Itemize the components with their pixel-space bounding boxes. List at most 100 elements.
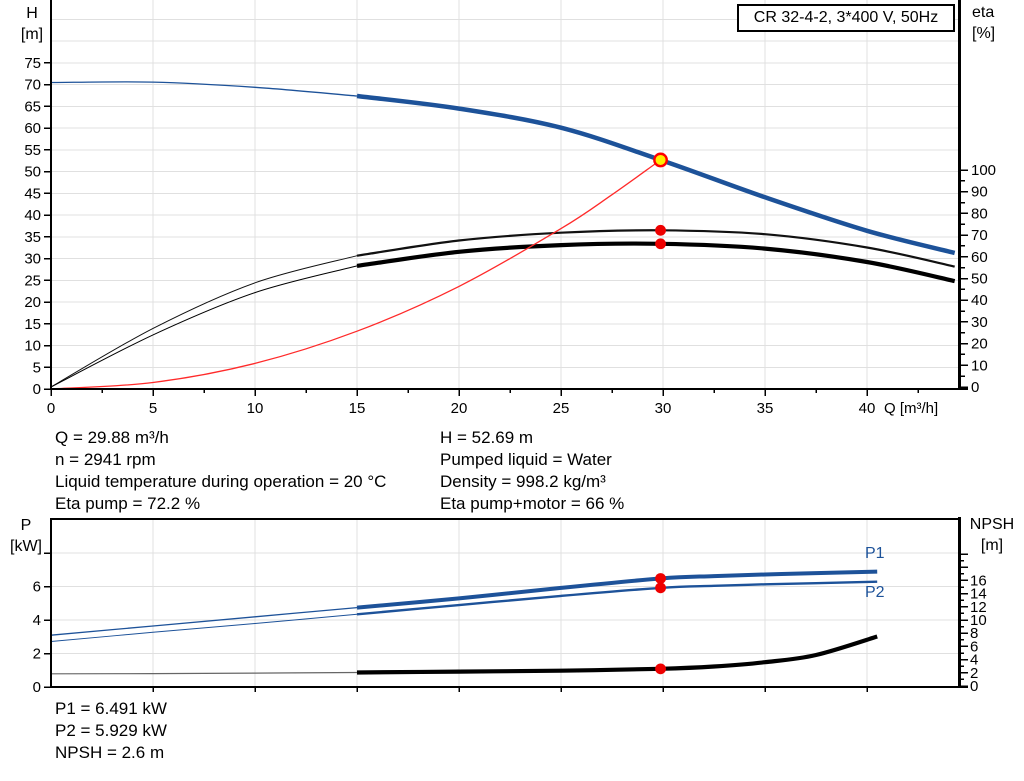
info-eta-pump-motor: Eta pump+motor = 66 % [440, 494, 625, 513]
marker-duty-point [653, 152, 668, 168]
npsh-axis-label: NPSH [m] [962, 514, 1022, 556]
q-axis-tick-label: 35 [757, 400, 774, 417]
p-axis-label: P [kW] [2, 515, 50, 557]
pump-title-box: CR 32-4-2, 3*400 V, 50Hz [737, 4, 955, 32]
eta-axis-tick-label: 0 [971, 379, 979, 396]
p2-curve-label: P2 [865, 584, 885, 601]
marker-eta-pump-motor-point [655, 238, 666, 250]
curve-p1-thin [50, 606, 358, 636]
q-axis-tick-label: 25 [553, 400, 570, 417]
h-axis-tick-label: 0 [33, 381, 41, 398]
eta-axis-tick-label: 10 [971, 357, 988, 374]
curve-eta-pump-thin [50, 255, 358, 388]
npsh-axis-tick-label: 10 [970, 612, 987, 629]
marker-eta-pump-point [655, 224, 666, 236]
npsh-axis-tick-label: 8 [970, 625, 978, 642]
p-axis-tick-label: 6 [33, 579, 41, 596]
eta-axis-tick-label: 100 [971, 162, 996, 179]
eta-axis-tick-label: 30 [971, 314, 988, 331]
npsh-axis-tick-label: 2 [970, 665, 978, 682]
h-axis-tick-label: 50 [24, 164, 41, 181]
q-axis-tick-label: 15 [349, 400, 366, 417]
npsh-axis-label-unit: [m] [980, 537, 1004, 554]
h-axis-tick-label: 5 [33, 359, 41, 376]
eta-axis-label-unit: [%] [972, 25, 996, 42]
npsh-axis-tick-label: 0 [970, 678, 978, 695]
eta-axis-label: eta [%] [972, 2, 1016, 44]
marker-npsh-point [655, 663, 666, 675]
h-axis-tick-label: 40 [24, 207, 41, 224]
eta-axis-tick-label: 70 [971, 227, 988, 244]
h-axis-tick-label: 65 [24, 98, 41, 115]
h-axis-tick-label: 20 [24, 294, 41, 311]
eta-axis-tick-label: 40 [971, 292, 988, 309]
h-axis-tick-label: 70 [24, 77, 41, 94]
q-axis-tick-label: 30 [655, 400, 672, 417]
q-axis-tick-label: 40 [859, 400, 876, 417]
marker-p2-point [655, 582, 666, 594]
curve-p2-thin [50, 613, 358, 642]
h-axis-tick-label: 55 [24, 142, 41, 159]
h-axis-tick-label: 60 [24, 120, 41, 137]
q-axis-tick-label: 20 [451, 400, 468, 417]
p-axis-tick-label: 0 [33, 679, 41, 696]
curve-eta-pump-motor-thin [50, 265, 358, 388]
h-axis-label-symbol: H [26, 5, 38, 22]
h-axis-tick-label: 75 [24, 55, 41, 72]
info-q: Q = 29.88 m³/h [55, 428, 169, 447]
curve-p1 [356, 569, 878, 610]
eta-axis-label-symbol: eta [972, 4, 995, 21]
p1-curve-label: P1 [865, 545, 885, 562]
power-info: P1 = 6.491 kW P2 = 5.929 kW NPSH = 2.6 m [55, 698, 167, 764]
info-pumped-liquid: Pumped liquid = Water [440, 450, 612, 469]
h-axis-label-unit: [m] [20, 26, 44, 43]
curve-npsh-thin [50, 671, 358, 675]
q-axis-tick-label: 0 [47, 400, 55, 417]
curve-system-curve [50, 159, 661, 390]
curve-eta-pump-motor [356, 241, 956, 284]
h-axis-tick-label: 15 [24, 316, 41, 333]
q-axis-tick-label: 5 [149, 400, 157, 417]
npsh-axis-tick-label: 4 [970, 652, 978, 669]
h-axis-tick-label: 45 [24, 185, 41, 202]
npsh-axis-tick-label: 12 [970, 599, 987, 616]
top-chart: 0510152025303540455055606570750102030405… [24, 0, 996, 417]
eta-axis-tick-label: 90 [971, 184, 988, 201]
p-axis-tick-label: 4 [33, 612, 41, 629]
info-n: n = 2941 rpm [55, 450, 156, 469]
info-density: Density = 998.2 kg/m³ [440, 472, 606, 491]
info-p2: P2 = 5.929 kW [55, 721, 167, 740]
h-axis-tick-label: 10 [24, 338, 41, 355]
info-liquid-temperature: Liquid temperature during operation = 20… [55, 472, 387, 491]
npsh-axis-tick-label: 16 [970, 572, 987, 589]
pump-title: CR 32-4-2, 3*400 V, 50Hz [753, 9, 939, 26]
q-axis-tick-label: 10 [247, 400, 264, 417]
p-axis-label-symbol: P [20, 517, 32, 534]
eta-axis-tick-label: 60 [971, 249, 988, 266]
h-axis-tick-label: 25 [24, 272, 41, 289]
info-h: H = 52.69 m [440, 428, 534, 447]
info-p1: P1 = 6.491 kW [55, 699, 167, 718]
p-axis-label-unit: [kW] [10, 538, 42, 555]
h-axis-label: H [m] [10, 3, 54, 45]
eta-axis-tick-label: 80 [971, 205, 988, 222]
curve-npsh [356, 634, 878, 675]
duty-info-right: H = 52.69 m Pumped liquid = Water Densit… [440, 427, 624, 515]
npsh-axis-label-symbol: NPSH [969, 516, 1015, 533]
npsh-axis-tick-label: 6 [970, 638, 978, 655]
h-axis-tick-label: 30 [24, 251, 41, 268]
info-eta-pump: Eta pump = 72.2 % [55, 494, 201, 513]
duty-info-left: Q = 29.88 m³/h n = 2941 rpm Liquid tempe… [55, 427, 386, 515]
eta-axis-tick-label: 20 [971, 336, 988, 353]
eta-axis-tick-label: 50 [971, 271, 988, 288]
curve-head-thin [50, 81, 358, 97]
npsh-axis-tick-label: 14 [970, 586, 987, 603]
marker-p1-point [655, 573, 666, 584]
h-axis-tick-label: 35 [24, 229, 41, 246]
q-axis-unit-label: Q [m³/h] [884, 400, 939, 417]
p-axis-tick-label: 2 [33, 646, 41, 663]
info-npsh: NPSH = 2.6 m [55, 743, 165, 762]
